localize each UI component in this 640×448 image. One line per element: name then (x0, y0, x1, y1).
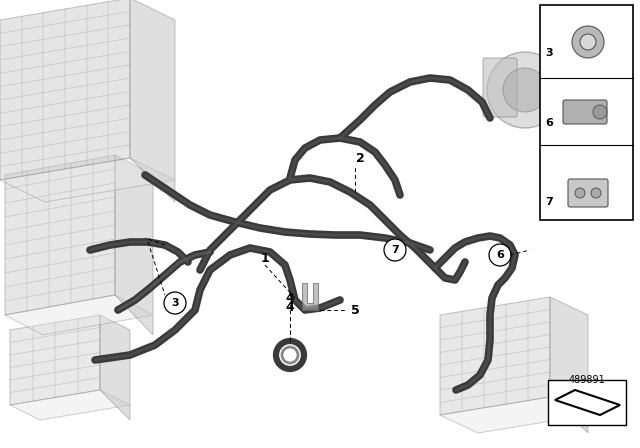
Circle shape (384, 239, 406, 261)
Text: 1: 1 (260, 251, 269, 264)
Text: 7: 7 (391, 245, 399, 255)
Text: 3: 3 (545, 48, 552, 58)
Polygon shape (440, 397, 588, 433)
FancyBboxPatch shape (540, 5, 633, 220)
Polygon shape (130, 0, 175, 202)
Text: 7: 7 (545, 197, 553, 207)
Circle shape (580, 34, 596, 50)
Circle shape (593, 105, 607, 119)
FancyBboxPatch shape (568, 179, 608, 207)
Text: 2: 2 (356, 151, 364, 164)
Polygon shape (550, 297, 588, 433)
Text: 3: 3 (171, 298, 179, 308)
Polygon shape (100, 315, 130, 420)
Text: 4: 4 (285, 292, 294, 305)
Circle shape (164, 292, 186, 314)
Polygon shape (10, 315, 100, 405)
Circle shape (575, 188, 585, 198)
Polygon shape (5, 295, 153, 335)
Polygon shape (302, 283, 318, 310)
Circle shape (503, 68, 547, 112)
Polygon shape (440, 297, 550, 415)
Polygon shape (0, 0, 130, 180)
Circle shape (572, 26, 604, 58)
Circle shape (487, 52, 563, 128)
Text: 6: 6 (545, 118, 553, 128)
Polygon shape (10, 390, 130, 420)
FancyBboxPatch shape (563, 100, 607, 124)
Text: 489891: 489891 (568, 375, 605, 385)
FancyBboxPatch shape (483, 58, 517, 117)
FancyBboxPatch shape (548, 380, 626, 425)
Circle shape (591, 188, 601, 198)
Text: 5: 5 (351, 303, 360, 316)
Text: 4: 4 (285, 301, 294, 314)
Polygon shape (5, 155, 115, 315)
Text: 6: 6 (496, 250, 504, 260)
Polygon shape (0, 158, 175, 202)
Polygon shape (115, 155, 153, 335)
Circle shape (489, 244, 511, 266)
